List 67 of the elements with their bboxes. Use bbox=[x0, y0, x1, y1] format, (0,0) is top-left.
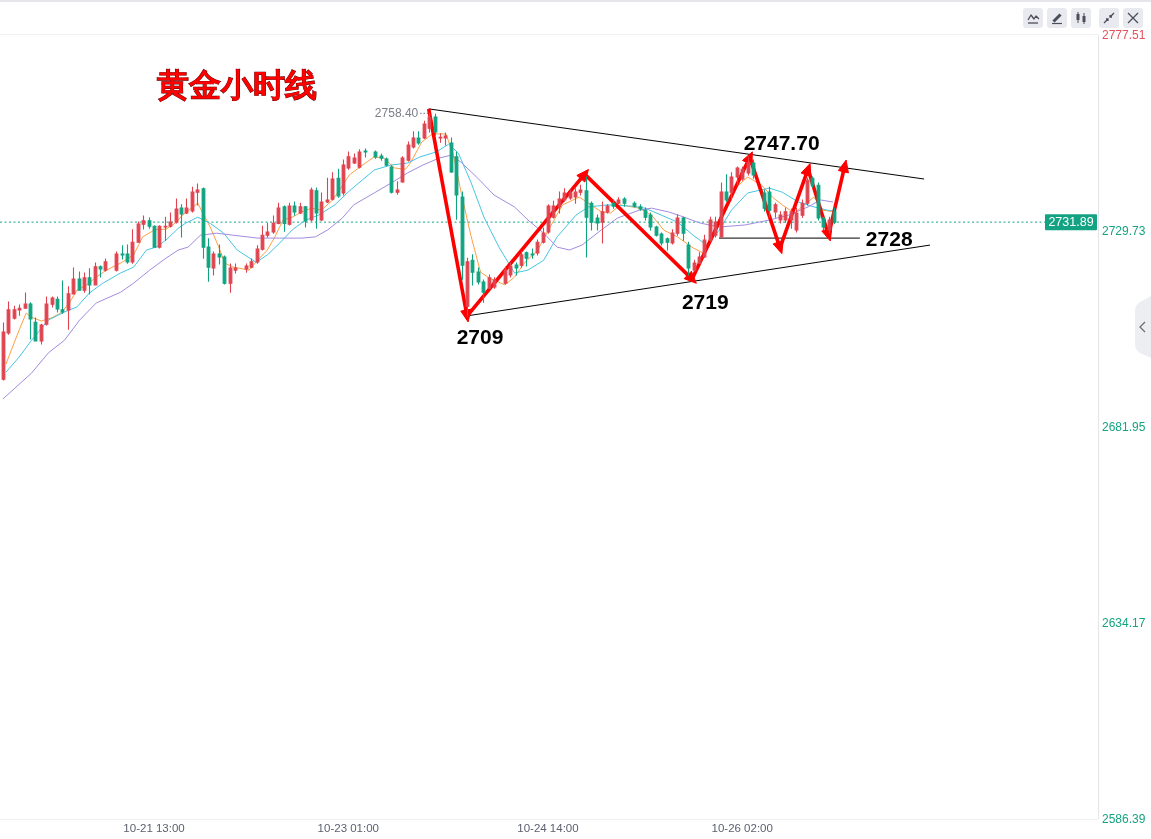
candlestick bbox=[60, 280, 65, 314]
candlestick bbox=[292, 201, 297, 216]
candlestick bbox=[530, 248, 535, 259]
candlestick bbox=[147, 217, 152, 229]
candlestick bbox=[465, 257, 470, 317]
candlestick bbox=[794, 207, 799, 233]
candlestick bbox=[309, 187, 314, 222]
candlestick bbox=[524, 251, 529, 267]
candlestick bbox=[282, 205, 287, 232]
candlestick bbox=[17, 304, 22, 316]
y-tick-label: 2729.73 bbox=[1102, 224, 1146, 239]
candlestick bbox=[217, 244, 222, 265]
candlestick bbox=[827, 216, 832, 234]
text: 黄金小时线 bbox=[157, 67, 317, 103]
candlestick bbox=[330, 172, 335, 201]
candlestick bbox=[82, 272, 87, 293]
candlestick bbox=[395, 181, 400, 195]
candlestick bbox=[535, 239, 540, 256]
annotation: 2758.40 bbox=[374, 106, 419, 121]
candlestick bbox=[433, 113, 438, 136]
candlestick bbox=[168, 212, 173, 228]
candlestick bbox=[125, 244, 130, 264]
candlestick bbox=[719, 182, 724, 238]
candlestick bbox=[810, 176, 815, 188]
x-tick-label: 10-21 13:00 bbox=[123, 822, 185, 834]
candlestick bbox=[50, 296, 55, 308]
y-tick-label: 2634.17 bbox=[1102, 616, 1146, 631]
candlestick bbox=[195, 183, 200, 206]
y-tick-label: 2586.39 bbox=[1102, 812, 1146, 827]
candlestick bbox=[163, 216, 168, 241]
candlestick bbox=[713, 216, 718, 238]
candlestick bbox=[400, 156, 405, 183]
candlestick bbox=[174, 198, 179, 224]
candlestick bbox=[287, 202, 292, 226]
y-tick-label: 2777.51 bbox=[1102, 28, 1146, 43]
candlestick bbox=[184, 198, 189, 215]
candlestick bbox=[77, 271, 82, 291]
candlestick bbox=[206, 238, 211, 282]
annotation: 2747.70 bbox=[743, 131, 820, 155]
candlestick bbox=[724, 174, 729, 202]
candlestick bbox=[298, 202, 303, 215]
candlestick bbox=[443, 132, 448, 146]
candlestick bbox=[33, 317, 38, 342]
candlestick bbox=[767, 186, 772, 218]
candlestick bbox=[416, 131, 421, 145]
x-tick-label: 10-24 14:00 bbox=[517, 822, 579, 834]
candlestick bbox=[541, 227, 546, 244]
y-tick-label: 2681.95 bbox=[1102, 420, 1146, 435]
candlestick bbox=[249, 258, 254, 269]
candlestick bbox=[519, 251, 524, 268]
candlestick bbox=[319, 192, 324, 222]
candlestick bbox=[384, 157, 389, 167]
x-tick-label: 10-26 02:00 bbox=[711, 822, 773, 834]
annotation: 2719 bbox=[681, 290, 729, 314]
annotation: 2728 bbox=[865, 226, 913, 250]
x-tick-label: 10-23 01:00 bbox=[317, 822, 380, 834]
ref-line-label: 2731.89 bbox=[1048, 215, 1094, 230]
candlestick bbox=[665, 237, 670, 251]
candlestick bbox=[28, 302, 33, 340]
candlestick bbox=[130, 229, 135, 264]
candlestick bbox=[686, 241, 691, 276]
candlestick bbox=[141, 215, 146, 230]
candlestick bbox=[389, 165, 394, 194]
candlestick bbox=[336, 168, 341, 198]
annotation: 2709 bbox=[456, 325, 504, 349]
candlestick bbox=[23, 292, 28, 309]
candlestick bbox=[783, 207, 788, 223]
